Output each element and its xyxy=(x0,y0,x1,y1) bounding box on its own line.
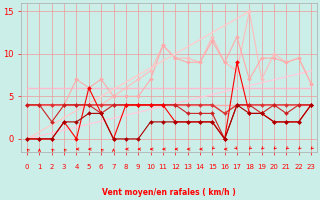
X-axis label: Vent moyen/en rafales ( km/h ): Vent moyen/en rafales ( km/h ) xyxy=(102,188,236,197)
